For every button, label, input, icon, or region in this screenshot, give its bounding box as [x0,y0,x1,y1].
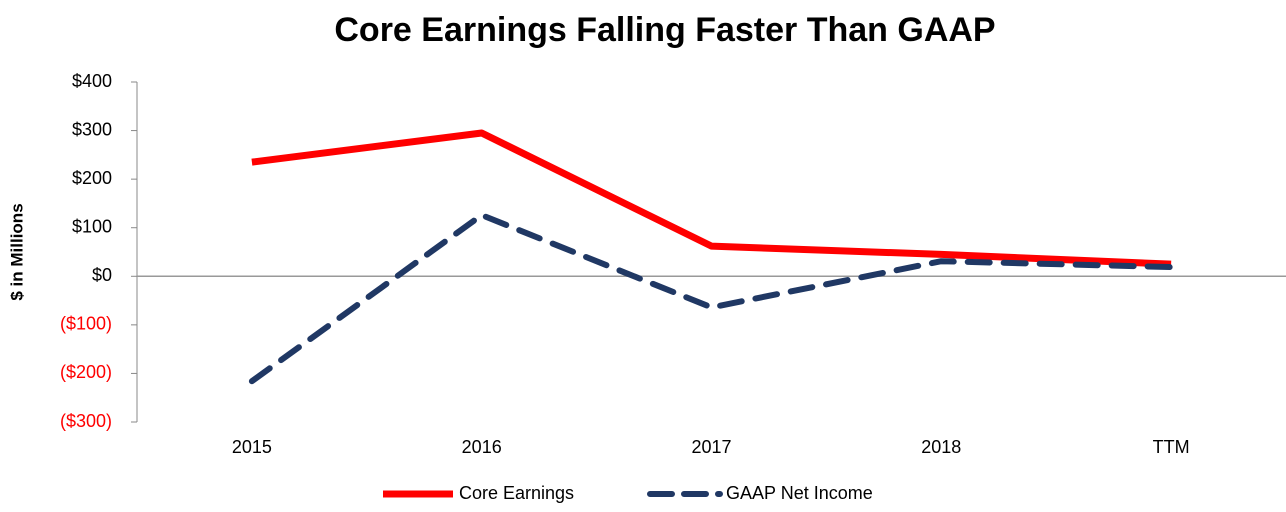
x-tick-label: TTM [1153,437,1190,457]
x-tick-label: 2015 [232,437,272,457]
x-tick-label: 2017 [691,437,731,457]
y-axis-label: $ in Millions [7,203,26,300]
legend-label: Core Earnings [459,483,574,503]
y-tick-label: $100 [72,216,112,236]
legend-label: GAAP Net Income [726,483,873,503]
chart-title: Core Earnings Falling Faster Than GAAP [334,11,995,49]
y-tick-label: ($200) [60,362,112,382]
y-tick-label: ($100) [60,314,112,334]
y-tick-label: $400 [72,71,112,91]
series-line [251,129,1172,268]
y-tick-label: $300 [72,119,112,139]
y-tick-label: ($300) [60,411,112,431]
y-tick-label: $200 [72,168,112,188]
series-line [248,212,1175,385]
y-tick-label: $0 [92,265,112,285]
x-tick-label: 2018 [921,437,961,457]
x-tick-label: 2016 [462,437,502,457]
